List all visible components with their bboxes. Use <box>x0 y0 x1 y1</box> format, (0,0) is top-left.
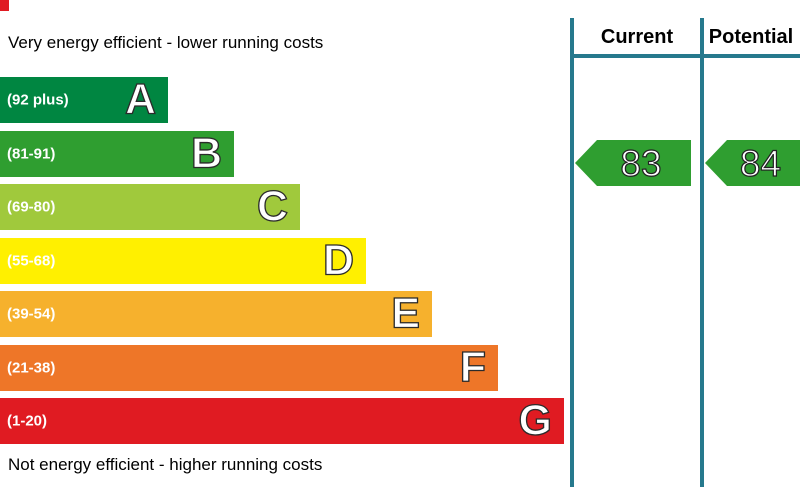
current-rating-arrow: 83 <box>575 140 691 186</box>
potential-rating-value: 84 <box>739 142 782 184</box>
potential-column-divider <box>700 18 704 487</box>
band-d-letter: D <box>322 236 354 285</box>
bottom-efficiency-label: Not energy efficient - higher running co… <box>8 455 323 474</box>
band-e: (39-54) E <box>0 291 432 337</box>
band-e-letter: E <box>391 289 421 338</box>
band-f-range-label: (21-38) <box>7 359 56 377</box>
band-f: (21-38) F <box>0 345 498 391</box>
corner-red-artifact <box>0 0 9 11</box>
current-rating-value: 83 <box>620 142 662 184</box>
current-column-header: Current <box>600 26 674 48</box>
band-d: (55-68) D <box>0 238 366 284</box>
band-f-letter: F <box>459 343 487 392</box>
band-c: (69-80) C <box>0 184 300 230</box>
potential-column-header: Potential <box>708 26 794 48</box>
current-column-divider <box>570 18 574 487</box>
band-g: (1-20) G <box>0 398 564 444</box>
band-a: (92 plus) A <box>0 77 168 123</box>
band-e-range-label: (39-54) <box>7 305 56 323</box>
band-a-letter: A <box>124 75 156 124</box>
band-a-range-label: (92 plus) <box>7 91 69 109</box>
band-b-range-label: (81-91) <box>7 145 56 163</box>
band-b: (81-91) B <box>0 131 234 177</box>
potential-rating-arrow: 84 <box>705 140 800 186</box>
band-g-letter: G <box>518 396 553 445</box>
band-c-range-label: (69-80) <box>7 198 56 216</box>
band-d-range-label: (55-68) <box>7 252 56 270</box>
band-c-letter: C <box>256 182 288 231</box>
top-efficiency-label: Very energy efficient - lower running co… <box>8 33 324 52</box>
band-b-letter: B <box>190 129 222 178</box>
band-g-range-label: (1-20) <box>7 412 48 430</box>
header-underline <box>570 54 800 58</box>
